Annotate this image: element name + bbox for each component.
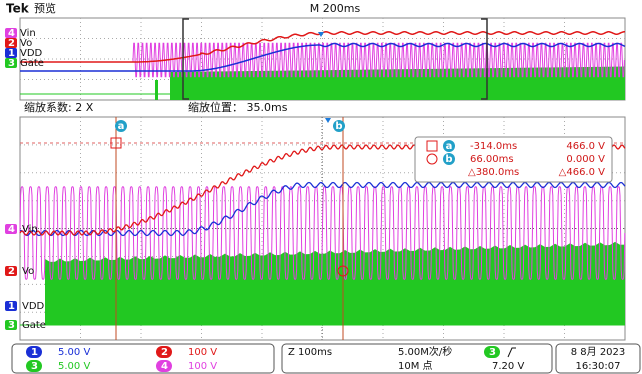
- zoom-position: 缩放位置： 35.0ms: [188, 100, 288, 114]
- mode: 预览: [34, 1, 56, 15]
- channel-number: 2: [8, 266, 15, 277]
- brand: Tek: [6, 2, 30, 16]
- channel-number: 2: [161, 347, 168, 358]
- readout-volt: 466.0 V: [566, 141, 605, 152]
- zoom-factor: 缩放系数: 2 X: [24, 100, 94, 114]
- gate-pulse: [155, 80, 158, 100]
- date: 8 8月 2023: [571, 346, 626, 358]
- channel-number: 3: [8, 320, 15, 331]
- channel-number: 4: [8, 224, 15, 235]
- channel-number: 3: [31, 361, 38, 372]
- channel-number: 3: [8, 58, 15, 69]
- channel-label: Gate: [22, 320, 46, 331]
- readout-time: 66.00ms: [470, 154, 514, 165]
- cursor-letter: b: [335, 121, 342, 132]
- channel-label: Vo: [22, 266, 34, 277]
- channel-scale: 5.00 V: [58, 361, 90, 372]
- channel-number: 1: [8, 301, 15, 312]
- channel-scale: 5.00 V: [58, 347, 90, 358]
- trigger-level: 7.20 V: [492, 361, 524, 372]
- cursor-letter: a: [118, 121, 125, 132]
- readout-letter: a: [446, 141, 453, 152]
- trigger-number: 3: [489, 347, 496, 358]
- channel-number: 4: [161, 361, 168, 372]
- time: 16:30:07: [576, 361, 621, 372]
- channel-label: Vin: [22, 224, 38, 235]
- channel-scale: 100 V: [188, 361, 217, 372]
- channel-number: 1: [31, 347, 38, 358]
- channel-label: VDD: [22, 301, 45, 312]
- readout-time: -314.0ms: [470, 141, 517, 152]
- channel-label: Gate: [20, 58, 44, 69]
- zoom-time: Z 100ms: [288, 347, 332, 358]
- status-panel: [12, 344, 274, 373]
- sample-rate: 5.00M次/秒: [398, 345, 452, 358]
- readout-delta-time: △380.0ms: [468, 167, 519, 178]
- channel-scale: 100 V: [188, 347, 217, 358]
- timebase: M 200ms: [310, 2, 361, 15]
- scope-screen: Tek 预览 M 200ms 缩放系数: 2 X 缩放位置： 35.0ms 4V…: [0, 0, 642, 374]
- readout-volt: 0.000 V: [566, 154, 605, 165]
- record-length: 10M 点: [398, 360, 433, 372]
- readout-delta-volt: △466.0 V: [559, 167, 605, 178]
- readout-letter: b: [445, 154, 452, 165]
